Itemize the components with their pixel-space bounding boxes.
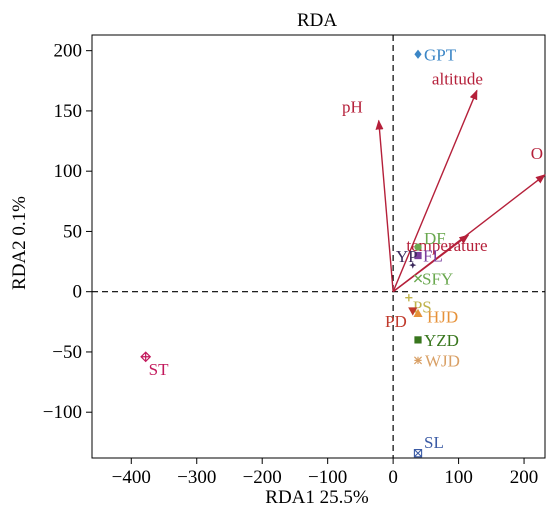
x-tick-label: −100 (308, 467, 347, 488)
point-marker (413, 449, 423, 458)
point-label: HJD (427, 307, 458, 326)
point-marker (413, 308, 423, 317)
y-tick-label: 200 (54, 41, 83, 62)
x-tick-label: −400 (112, 467, 151, 488)
point-marker (414, 251, 422, 260)
point-hjd: HJD (413, 307, 458, 326)
point-label: GPT (424, 45, 457, 64)
point-marker (414, 49, 422, 59)
point-wjd: WJD (413, 351, 460, 370)
point-label: WJD (425, 351, 460, 370)
point-yzd: YZD (414, 331, 459, 350)
point-label: FL (423, 247, 443, 266)
point-marker (140, 351, 152, 363)
chart-title: RDA (297, 10, 337, 31)
arrow-label: temperature (406, 236, 487, 255)
y-tick-label: 100 (54, 161, 83, 182)
arrow-line (392, 234, 470, 293)
plot-area: −400 −300 −200 −100 0 100 200 −100 −50 0 50 100 150 2… (43, 34, 546, 488)
point-label: ST (149, 360, 169, 379)
point-label: YZD (424, 331, 459, 350)
point-df: DF (414, 229, 446, 251)
x-axis-label: RDA1 25.5% (265, 487, 369, 508)
point-st: ST (140, 351, 169, 379)
arrow-o: O (392, 144, 546, 293)
arrow-temperature: temperature (392, 234, 488, 293)
arrow-ph: pH (342, 98, 394, 292)
plot-frame (91, 34, 546, 459)
point-gpt: GPT (414, 45, 457, 64)
y-tick-label: −50 (52, 342, 82, 363)
point-sfy: SFY (413, 269, 453, 288)
arrow-line (375, 119, 394, 292)
y-axis-label: RDA2 0.1% (9, 196, 30, 290)
x-tick-label: 100 (444, 467, 473, 488)
point-marker (414, 336, 422, 344)
point-marker (414, 243, 422, 251)
point-label: DF (424, 229, 446, 248)
arrow-line (392, 89, 478, 292)
point-label: SL (424, 433, 444, 452)
point-pd: PD (385, 307, 418, 331)
point-fl: FL (414, 247, 443, 266)
point-marker (405, 294, 413, 302)
point-marker (409, 261, 417, 269)
point-yp: YP (396, 247, 418, 269)
point-label: PD (385, 312, 407, 331)
arrow-label: pH (342, 98, 363, 117)
y-tick-label: 50 (63, 221, 82, 242)
arrow-altitude: altitude (392, 69, 483, 292)
y-tick-label: 0 (73, 282, 83, 303)
point-marker (413, 356, 423, 365)
point-marker (408, 307, 418, 316)
x-tick-label: −200 (243, 467, 282, 488)
arrow-label: altitude (432, 69, 483, 88)
point-label: YP (396, 247, 418, 266)
y-tick-label: 150 (54, 101, 83, 122)
point-label: SFY (422, 269, 453, 288)
x-tick-label: 0 (388, 467, 398, 488)
y-tick-label: −100 (43, 402, 82, 423)
point-sl: SL (413, 433, 444, 458)
x-tick-label: −300 (177, 467, 216, 488)
point-marker (413, 274, 423, 283)
x-tick-label: 200 (510, 467, 539, 488)
arrow-label: O (531, 144, 543, 163)
